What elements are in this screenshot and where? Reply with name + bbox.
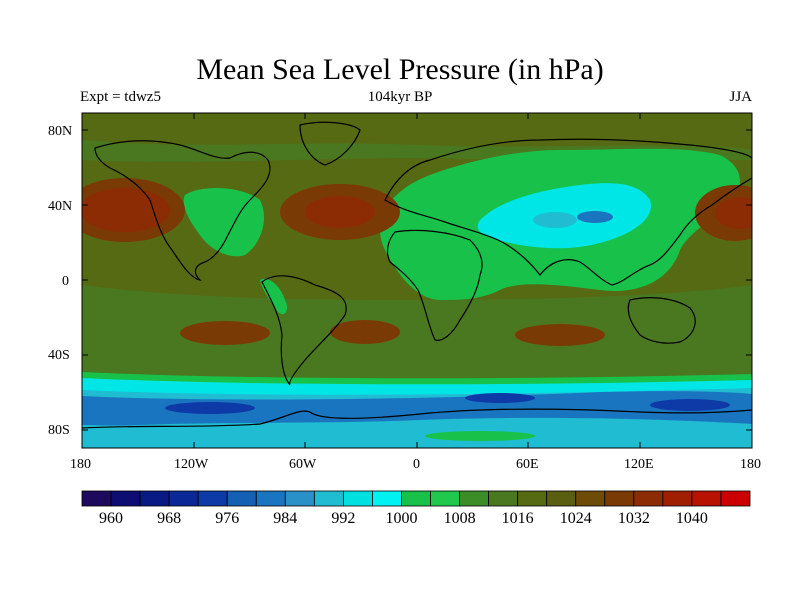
- colorbar-box: [633, 490, 664, 507]
- high-pressure-cell: [515, 324, 605, 346]
- coastline: [299, 121, 361, 166]
- america-low: [183, 188, 265, 257]
- colorbar-labels: 960 968 976 984 992 1000 1008 1016 1024 1032 1040: [99, 510, 708, 527]
- colorbar-tick-label: 992: [331, 510, 355, 527]
- colorbar-tick-label: 1040: [676, 510, 708, 527]
- colorbar-box: [197, 490, 228, 507]
- colorbar-box: [168, 490, 199, 507]
- southern-deep-low: [465, 393, 535, 403]
- chart-title: Mean Sea Level Pressure (in hPa): [196, 53, 604, 86]
- colorbar-box: [459, 490, 490, 507]
- colorbar-box: [139, 490, 170, 507]
- coastline: [94, 140, 271, 281]
- coastline: [386, 229, 483, 341]
- southern-deep-low: [165, 402, 255, 414]
- colorbar-box: [430, 490, 460, 507]
- coastline: [82, 408, 752, 429]
- asia-deep-low: [577, 211, 613, 223]
- lat-tick-label: 0: [62, 274, 69, 289]
- lat-tick-label: 40N: [48, 199, 73, 214]
- colorbar-tick-label: 984: [273, 510, 297, 527]
- colorbar-tick-label: 1000: [385, 510, 417, 527]
- colorbar-box: [604, 490, 635, 507]
- colorbar-boxes: [81, 490, 751, 507]
- lat-tick-label: 80N: [48, 124, 73, 139]
- coastline: [627, 297, 696, 344]
- colorbar-tick-label: 1008: [444, 510, 476, 527]
- colorbar-box: [342, 490, 373, 507]
- antarctic-green: [425, 431, 535, 441]
- high-pressure-cell: [180, 321, 270, 345]
- high-pressure-cell: [715, 197, 752, 229]
- colorbar-box: [401, 490, 431, 507]
- axis-ticks: [81, 113, 753, 448]
- pressure-field: [82, 113, 752, 448]
- lon-tick-label: 180: [70, 457, 91, 472]
- lon-tick-label: 180: [740, 457, 761, 472]
- coastlines: [82, 121, 752, 429]
- southern-deep-low: [650, 399, 730, 411]
- colorbar-box: [546, 490, 577, 507]
- colorbar-tick-label: 976: [215, 510, 239, 527]
- asia-deep-low: [533, 212, 577, 228]
- colorbar-box: [313, 490, 344, 507]
- colorbar-tick-label: 960: [99, 510, 123, 527]
- colorbar-box: [81, 490, 112, 507]
- high-pressure-cell: [330, 320, 400, 344]
- high-pressure-cell: [305, 196, 375, 228]
- colorbar-box: [255, 490, 286, 507]
- season-label: JJA: [729, 89, 752, 105]
- colorbar-box: [691, 490, 722, 507]
- antarctic-field: [82, 417, 752, 448]
- colorbar-tick-label: 1024: [560, 510, 592, 527]
- colorbar-box: [488, 490, 519, 507]
- lat-tick-label: 80S: [48, 423, 70, 438]
- colorbar-tick-label: 1016: [502, 510, 534, 527]
- colorbar-box: [575, 490, 606, 507]
- lon-tick-label: 120E: [624, 457, 654, 472]
- colorbar-box: [110, 490, 141, 507]
- colorbar-box: [226, 490, 257, 507]
- coastline: [261, 275, 347, 386]
- lon-tick-label: 120W: [174, 457, 209, 472]
- colorbar-tick-label: 1032: [618, 510, 650, 527]
- colorbar-box: [517, 490, 548, 507]
- colorbar-box: [662, 490, 693, 507]
- colorbar-box: [720, 490, 751, 507]
- andes-low: [260, 278, 288, 315]
- colorbar-box: [284, 490, 315, 507]
- lat-tick-label: 40S: [48, 348, 70, 363]
- colorbar-box: [372, 490, 402, 507]
- high-pressure-cell: [82, 188, 170, 232]
- experiment-label: Expt = tdwz5: [80, 89, 161, 105]
- subtropical-band: [82, 285, 752, 375]
- colorbar-tick-label: 968: [157, 510, 181, 527]
- lon-tick-label: 60W: [289, 457, 317, 472]
- lon-tick-label: 0: [413, 457, 420, 472]
- coastline: [384, 138, 752, 286]
- lon-tick-label: 60E: [516, 457, 539, 472]
- period-label: 104kyr BP: [367, 89, 433, 105]
